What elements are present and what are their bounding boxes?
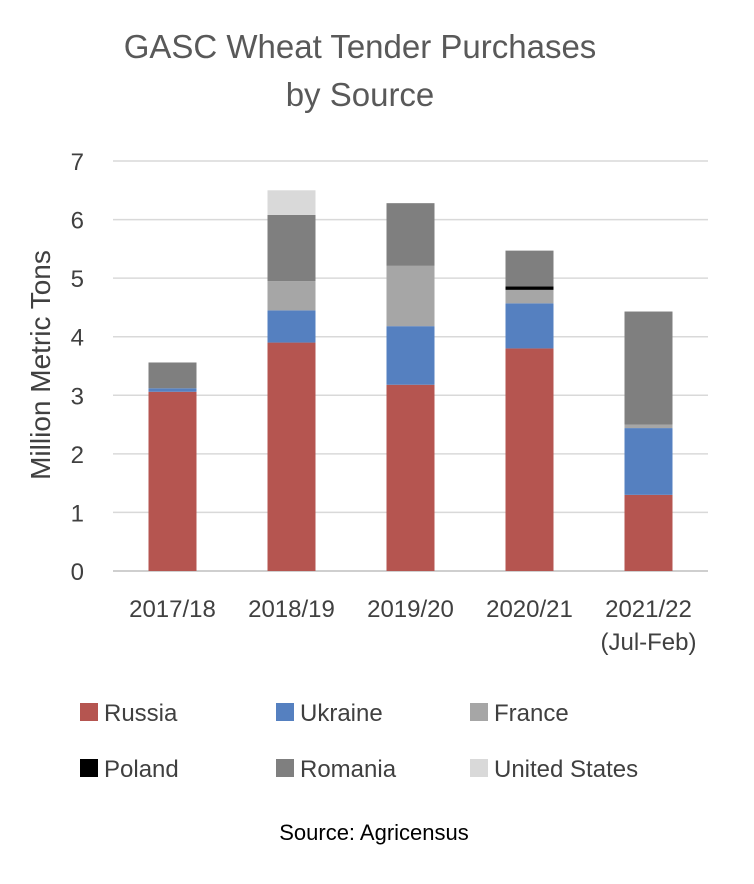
bar-segment-france (386, 265, 435, 327)
source-note: Source: Agricensus (279, 820, 469, 845)
chart-title-line: by Source (286, 76, 435, 113)
chart-title: GASC Wheat Tender Purchases by Source (124, 28, 597, 113)
y-tick-label: 0 (71, 559, 84, 586)
legend-swatch (80, 759, 98, 777)
bar-segment-romania (505, 250, 554, 287)
legend-label: Romania (300, 756, 397, 783)
bar-segment-france (267, 281, 316, 311)
bar-segment-poland (505, 286, 554, 290)
bar-segment-france (624, 424, 673, 429)
bar-segment-russia (505, 348, 554, 571)
y-tick-label: 5 (71, 266, 84, 293)
y-axis-ticks: 0 1 2 3 4 5 6 7 (71, 149, 84, 586)
bar-segment-romania (624, 311, 673, 425)
y-axis-label: Million Metric Tons (25, 250, 56, 480)
bar-segment-romania (267, 214, 316, 282)
bar-segment-russia (386, 384, 435, 571)
bar-segment-united-states (267, 190, 316, 215)
y-tick-label: 3 (71, 383, 84, 410)
bars (148, 190, 673, 571)
legend-swatch (276, 703, 294, 721)
bar-segment-russia (267, 342, 316, 571)
bar-segment-russia (624, 494, 673, 571)
bar-segment-ukraine (624, 428, 673, 495)
x-tick-label: 2017/18 (129, 596, 216, 623)
chart-title-line: GASC Wheat Tender Purchases (124, 28, 597, 65)
legend-swatch (470, 703, 488, 721)
y-tick-label: 6 (71, 208, 84, 235)
bar-segment-romania (386, 203, 435, 266)
x-axis-ticks: 2017/18 2018/19 2019/20 2020/21 2021/22 (Jul-… (129, 596, 696, 656)
legend-swatch (470, 759, 488, 777)
x-tick-label: 2020/21 (486, 596, 573, 623)
x-tick-label: 2018/19 (248, 596, 335, 623)
legend-label: France (494, 700, 569, 727)
legend: Russia Ukraine France Poland Romania United S… (80, 700, 638, 783)
y-tick-label: 7 (71, 149, 84, 176)
bar-segment-ukraine (148, 388, 197, 392)
legend-label: Ukraine (300, 700, 383, 727)
bar-segment-france (505, 289, 554, 304)
x-tick-label: (Jul-Feb) (600, 629, 696, 656)
legend-label: United States (494, 756, 638, 783)
bar-segment-ukraine (267, 310, 316, 343)
bar-segment-romania (148, 362, 197, 389)
legend-swatch (80, 703, 98, 721)
legend-label: Russia (104, 700, 178, 727)
y-tick-label: 2 (71, 442, 84, 469)
bar-segment-ukraine (505, 303, 554, 349)
x-tick-label: 2021/22 (605, 596, 692, 623)
legend-swatch (276, 759, 294, 777)
bar-segment-ukraine (386, 326, 435, 385)
legend-label: Poland (104, 756, 179, 783)
y-tick-label: 1 (71, 500, 84, 527)
bar-segment-russia (148, 391, 197, 571)
y-tick-label: 4 (71, 325, 84, 352)
x-tick-label: 2019/20 (367, 596, 454, 623)
